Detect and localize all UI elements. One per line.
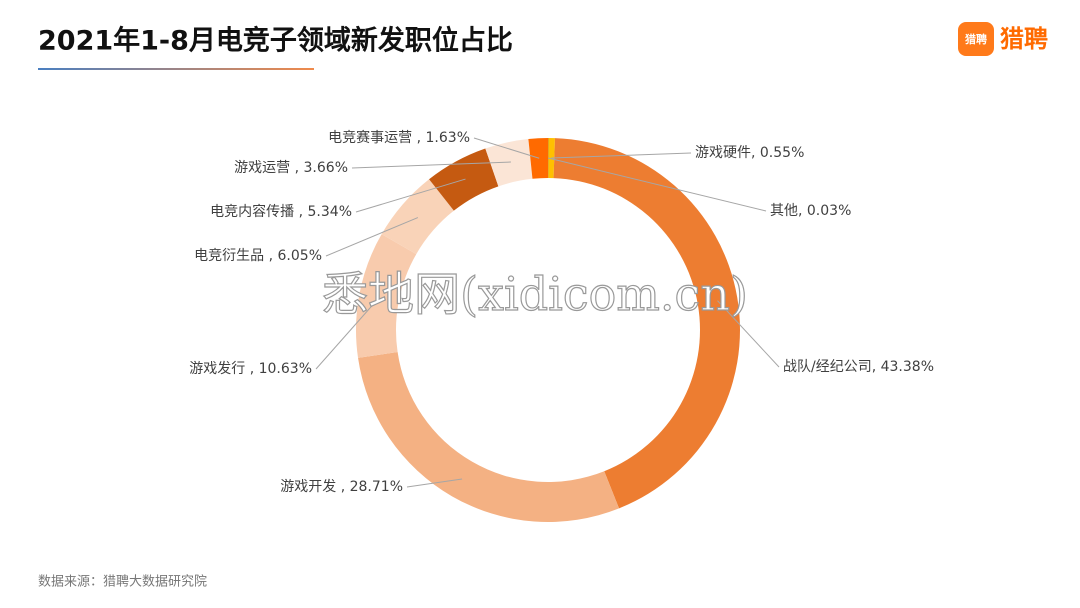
source: 数据来源：猎聘大数据研究院 — [38, 575, 207, 590]
chart-title: 2021年1-8月电竞子领域新发职位占比 — [38, 25, 513, 57]
brand: 猎聘 — [1000, 25, 1048, 53]
data-label: 游戏发行 , 10.63% — [189, 361, 312, 377]
leader-line — [548, 157, 767, 212]
data-label: 电竞衍生品 , 6.05% — [194, 247, 322, 264]
donut-slice — [553, 138, 740, 509]
data-label: 游戏运营 , 3.66% — [234, 160, 348, 176]
data-label: 游戏硬件, 0.55% — [695, 145, 804, 161]
leader-line — [406, 478, 463, 488]
data-label: 游戏开发 , 28.71% — [280, 479, 403, 495]
leader-line — [355, 178, 466, 213]
leader-line — [325, 217, 419, 257]
leader-line — [717, 300, 780, 368]
brand-icon-text: 猎聘 — [965, 32, 987, 46]
brand-icon — [958, 22, 994, 56]
data-label: 战队/经纪公司, 43.38% — [783, 359, 934, 375]
donut-slice — [356, 234, 417, 358]
leader-line — [351, 161, 511, 169]
watermark: 悉地网(xidicom.cn) — [322, 267, 748, 321]
leader-line — [551, 152, 692, 159]
title-underline — [38, 68, 314, 70]
donut-slice — [485, 139, 533, 187]
data-label: 电竞内容传播 , 5.34% — [210, 203, 352, 220]
donut-slice — [381, 179, 454, 255]
leader-line — [315, 297, 380, 370]
data-label: 电竞赛事运营 , 1.63% — [328, 129, 470, 146]
data-label: 其他, 0.03% — [770, 203, 851, 219]
donut-slice — [358, 352, 620, 522]
leader-line — [473, 137, 540, 159]
